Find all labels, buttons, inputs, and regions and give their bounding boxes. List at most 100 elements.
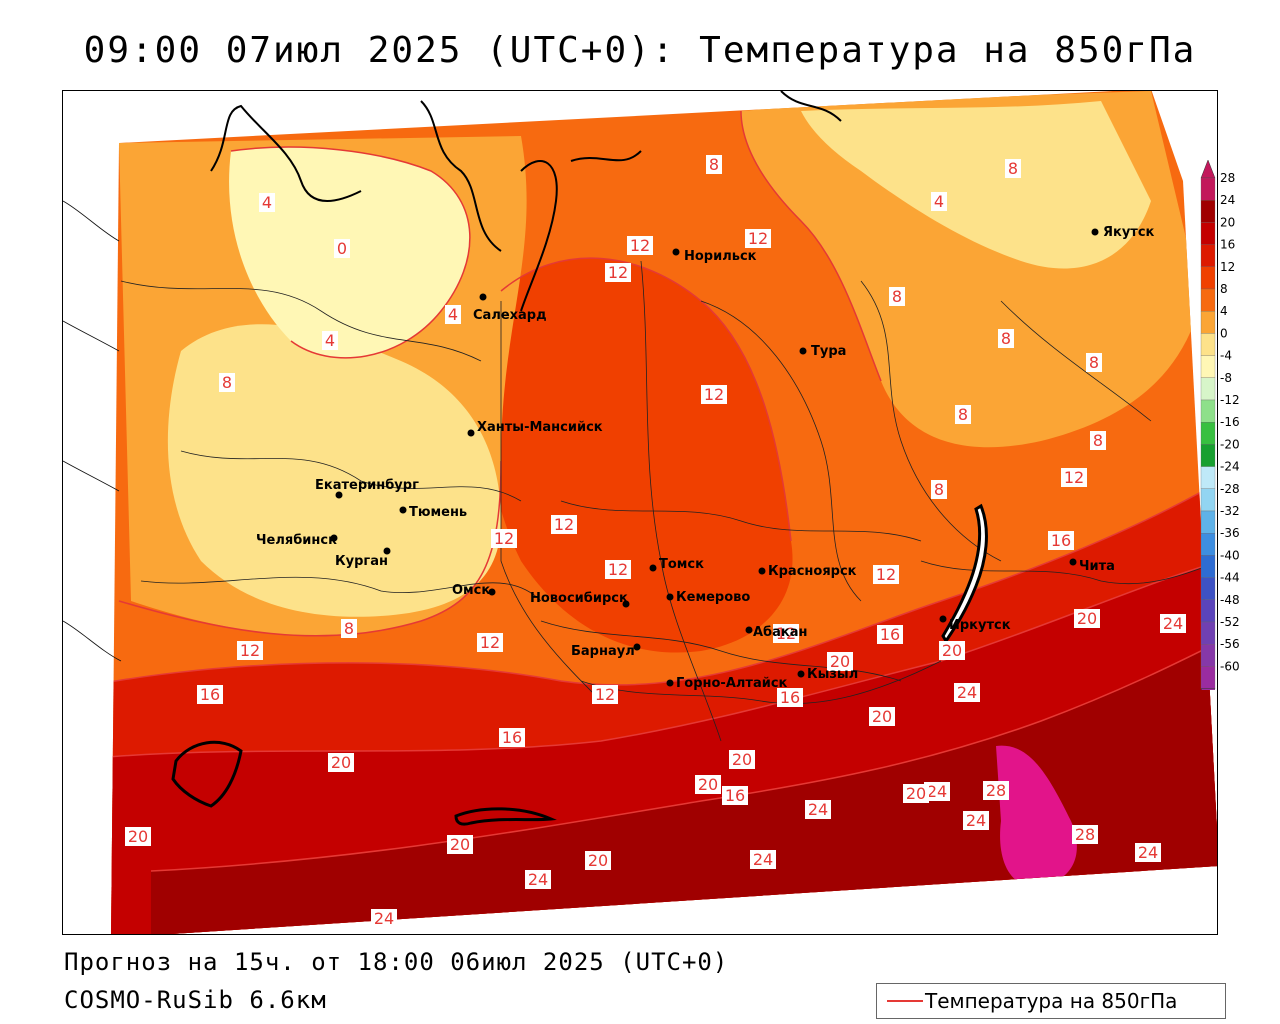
svg-text:8: 8: [709, 155, 719, 174]
colorbar-swatch: [1200, 333, 1216, 356]
colorbar-swatch: [1200, 533, 1216, 556]
isotherm-label: 28: [1072, 825, 1098, 844]
coastline: [210, 91, 842, 312]
isotherm-label: 8: [706, 155, 722, 174]
svg-text:20: 20: [128, 827, 148, 846]
colorbar-swatch: [1200, 644, 1216, 667]
colorbar-tick-label: -36: [1220, 526, 1240, 540]
svg-text:8: 8: [1008, 159, 1018, 178]
city-marker: Красноярск: [758, 564, 857, 579]
isotherm-label: 12: [477, 633, 503, 652]
colorbar-swatch: [1200, 222, 1216, 245]
svg-text:12: 12: [630, 236, 650, 255]
isotherm-label: 28: [983, 781, 1009, 800]
city-dot: [797, 670, 805, 678]
city-dot: [622, 600, 630, 608]
colorbar-tick-label: -52: [1220, 615, 1240, 629]
isotherm-label: 12: [873, 565, 899, 584]
svg-text:16: 16: [780, 688, 800, 707]
isotherm-label: 12: [627, 236, 653, 255]
city-marker: Екатеринбург: [315, 478, 419, 499]
colorbar-tick-label: -32: [1220, 504, 1240, 518]
svg-text:8: 8: [892, 287, 902, 306]
city-name: Омск: [452, 583, 490, 598]
colorbar-swatch: [1200, 244, 1216, 267]
isotherm-label: 20: [695, 775, 721, 794]
colorbar-swatch: [1200, 177, 1216, 201]
city-dot: [467, 429, 475, 437]
svg-text:16: 16: [200, 685, 220, 704]
svg-text:24: 24: [957, 683, 977, 702]
city-name: Горно-Алтайск: [676, 676, 788, 691]
svg-text:20: 20: [588, 851, 608, 870]
isotherm-label: 20: [939, 641, 965, 660]
svg-text:12: 12: [595, 685, 615, 704]
city-name: Кемерово: [676, 590, 750, 605]
isotherm-label: 4: [445, 305, 461, 324]
colorbar-swatch: [1200, 422, 1216, 445]
svg-text:20: 20: [1077, 609, 1097, 628]
city-name: Норильск: [684, 249, 757, 264]
legend-label: Температура на 850гПа: [925, 989, 1178, 1013]
svg-text:24: 24: [808, 800, 828, 819]
city-dot: [666, 593, 674, 601]
city-name: Челябинск: [256, 533, 337, 548]
svg-text:4: 4: [934, 192, 944, 211]
colorbar-tick-label: 0: [1220, 326, 1228, 340]
isotherm-label: 20: [827, 652, 853, 671]
svg-text:8: 8: [222, 373, 232, 392]
isotherm-label: 16: [722, 786, 748, 805]
colorbar-swatch: [1200, 666, 1216, 689]
model-caption: COSMO-RuSib 6.6км: [64, 986, 327, 1014]
svg-text:20: 20: [698, 775, 718, 794]
svg-text:28: 28: [1075, 825, 1095, 844]
colorbar-tick-label: -4: [1220, 349, 1232, 363]
svg-text:12: 12: [608, 560, 628, 579]
isotherm-label: 20: [328, 753, 354, 772]
isotherm-label: 20: [729, 750, 755, 769]
isotherm-label: 12: [1061, 468, 1087, 487]
colorbar-tick-label: 16: [1220, 238, 1235, 252]
svg-text:8: 8: [1001, 329, 1011, 348]
baikal-lake: [941, 503, 988, 644]
isotherm-label: 12: [605, 560, 631, 579]
colorbar-tick-label: -44: [1220, 571, 1240, 585]
city-marker: Курган: [335, 547, 391, 569]
city-marker: Барнаул: [571, 643, 641, 659]
city-dot: [1069, 558, 1077, 566]
colorbar-swatch: [1200, 577, 1216, 600]
svg-text:16: 16: [502, 728, 522, 747]
isotherm-label: 24: [924, 782, 950, 801]
isotherm-label: 16: [197, 685, 223, 704]
svg-text:4: 4: [448, 305, 458, 324]
aral-sea: [171, 740, 243, 808]
isotherm-label: 16: [1048, 531, 1074, 550]
city-dot: [758, 567, 766, 575]
colorbar-tick-label: -60: [1220, 659, 1240, 673]
city-dot: [399, 506, 407, 514]
outside-borders: [63, 200, 122, 662]
city-dot: [330, 534, 338, 542]
colorbar-swatch: [1200, 599, 1216, 623]
colorbar-swatch: [1200, 621, 1216, 645]
map-title: 09:00 07июл 2025 (UTC+0): Температура на…: [83, 30, 1197, 71]
colorbar-tick-label: 28: [1220, 171, 1235, 185]
svg-text:8: 8: [1093, 431, 1103, 450]
colorbar-swatch: [1200, 399, 1216, 423]
isotherm-label: 16: [777, 688, 803, 707]
forecast-caption: Прогноз на 15ч. от 18:00 06июл 2025 (UTC…: [64, 948, 729, 976]
isotherm-label: 12: [491, 529, 517, 548]
colorbar-tick-label: 20: [1220, 215, 1235, 229]
city-marker: Кызыл: [797, 667, 858, 682]
isotherm-label: 4: [931, 192, 947, 211]
isotherm-label: 0: [334, 239, 350, 258]
isotherm-label: 8: [931, 480, 947, 499]
isotherm-label: 8: [955, 405, 971, 424]
svg-text:12: 12: [240, 641, 260, 660]
city-name: Новосибирск: [530, 591, 628, 606]
colorbar-swatch: [1200, 311, 1216, 334]
isotherm-label: 8: [1086, 353, 1102, 372]
svg-text:20: 20: [331, 753, 351, 772]
